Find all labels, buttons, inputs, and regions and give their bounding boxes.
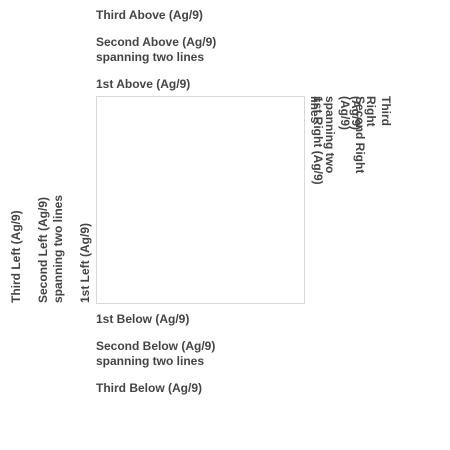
label-third-right: Third Right (Ag/9) [349,96,393,130]
label-third-below: Third Below (Ag/9) [96,381,202,395]
label-first-below: 1st Below (Ag/9) [96,312,190,326]
label-third-left: Third Left (Ag/9) [9,210,23,303]
label-second-left: Second Left (Ag/9) spanning two lines [36,194,65,303]
label-second-above: Second Above (Ag/9) spanning two lines [96,35,217,64]
label-first-left: 1st Left (Ag/9) [78,222,92,303]
label-second-below: Second Below (Ag/9) spanning two lines [96,339,216,368]
label-first-above: 1st Above (Ag/9) [96,77,191,91]
label-third-above: Third Above (Ag/9) [96,8,203,22]
center-box [96,96,305,304]
